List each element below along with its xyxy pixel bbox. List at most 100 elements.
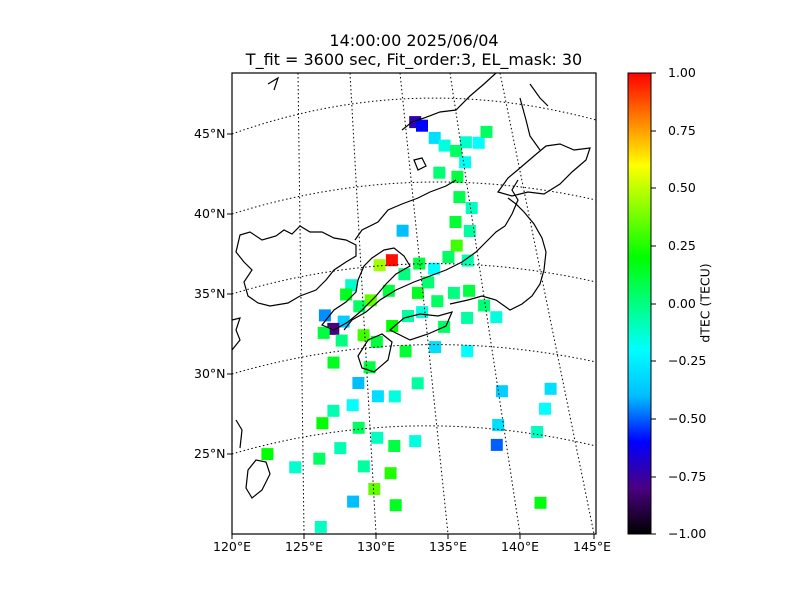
lon-label-140: 140°E <box>500 539 540 554</box>
dtec-point <box>416 119 428 132</box>
dtec-point <box>463 284 476 297</box>
colorbar-tick-label: −0.50 <box>668 411 707 426</box>
lat-label-35: 35°N <box>194 286 226 301</box>
lat-label-45: 45°N <box>194 126 226 141</box>
dtec-point <box>382 284 395 297</box>
dtec-point <box>438 139 451 152</box>
dtec-point <box>385 254 398 267</box>
dtec-point <box>544 382 557 395</box>
dtec-point <box>327 356 340 369</box>
graticule <box>232 73 596 534</box>
dtec-point <box>490 311 503 324</box>
dtec-point <box>313 452 326 465</box>
dtec-point <box>371 431 384 444</box>
map-title-time: 14:00:00 2025/06/04 <box>329 31 499 50</box>
colorbar-tick-label: −0.25 <box>668 353 707 368</box>
dtec-point <box>337 315 350 328</box>
dtec-point <box>388 390 401 403</box>
colorbar-tick-label: 0.25 <box>668 238 696 253</box>
colorbar-tick-label: −0.75 <box>668 469 707 484</box>
dtec-point <box>363 361 376 374</box>
dtec-point <box>357 329 370 342</box>
dtec-point <box>352 421 365 434</box>
dtec-point <box>368 483 381 495</box>
lon-label-135: 135°E <box>428 539 468 554</box>
dtec-point <box>531 426 544 438</box>
dtec-point <box>352 377 365 389</box>
lat-label-40: 40°N <box>194 206 226 221</box>
dtec-point <box>539 402 551 415</box>
dtec-point <box>433 166 446 179</box>
dtec-point <box>461 254 474 267</box>
dtec-point <box>335 334 348 347</box>
dtec-point <box>389 499 402 512</box>
dtec-point <box>442 251 455 263</box>
dtec-point <box>465 202 478 214</box>
dtec-point <box>327 322 340 335</box>
colorbar-tick-label: 1.00 <box>668 65 696 80</box>
dtec-point <box>314 520 327 533</box>
dtec-point <box>289 461 302 474</box>
lon-label-130: 130°E <box>356 539 396 554</box>
dtec-point <box>388 440 401 452</box>
dtec-point <box>534 496 547 509</box>
dtec-point <box>364 294 377 307</box>
colorbar-tick-label: 0.50 <box>668 180 696 195</box>
colorbar-tick-label: −1.00 <box>668 526 707 541</box>
dtec-point <box>431 295 444 308</box>
dtec-point <box>463 225 476 237</box>
dtec-point <box>450 239 463 252</box>
dtec-point <box>422 276 435 289</box>
dtec-point <box>461 345 474 358</box>
dtec-point <box>451 170 464 183</box>
dtec-point <box>472 136 485 149</box>
dtec-point <box>384 467 397 480</box>
dtec-point <box>373 259 386 272</box>
dtec-point <box>478 299 491 312</box>
dtec-point <box>428 262 441 275</box>
dtec-point <box>453 191 466 204</box>
dtec-point <box>386 320 399 332</box>
colorbar-tick-label: 0.00 <box>668 296 696 311</box>
dtec-point <box>447 286 460 299</box>
dtec-point <box>411 286 424 299</box>
colorbar <box>627 72 652 535</box>
dtec-point <box>347 495 360 508</box>
dtec-point <box>340 288 353 301</box>
dtec-point <box>357 460 370 473</box>
axis-ticks <box>227 133 595 539</box>
lon-label-125: 125°E <box>284 539 324 554</box>
dtec-point <box>490 438 503 451</box>
dtec-point <box>261 448 274 461</box>
colorbar-ticks <box>651 72 656 535</box>
dtec-point <box>409 435 422 448</box>
dtec-point <box>317 326 330 339</box>
lat-label-30: 30°N <box>194 366 226 381</box>
map-title-params: T_fit = 3600 sec, Fit_order:3, EL_mask: … <box>245 50 583 69</box>
dtec-point <box>402 310 414 322</box>
dtec-point <box>371 390 384 403</box>
dtec-point <box>316 417 329 430</box>
dtec-point <box>428 131 441 144</box>
lon-label-120: 120°E <box>212 539 252 554</box>
dtec-point <box>399 345 412 358</box>
dtec-point <box>370 335 383 348</box>
dtec-point <box>345 279 358 292</box>
dtec-point <box>450 144 463 157</box>
dtec-point <box>334 442 347 455</box>
dtec-point <box>416 306 429 319</box>
map-frame <box>231 72 597 535</box>
dtec-point <box>459 156 472 169</box>
coastline <box>232 73 591 499</box>
dtec-point <box>461 311 474 324</box>
lon-label-145: 145°E <box>572 539 612 554</box>
colorbar-label: dTEC (TECU) <box>697 263 713 343</box>
dtec-point <box>480 125 493 138</box>
dtec-point <box>398 268 411 281</box>
dtec-point <box>327 404 340 417</box>
lat-label-25: 25°N <box>194 446 226 461</box>
dtec-point <box>411 377 424 390</box>
dtec-point <box>459 136 472 149</box>
dtec-point <box>413 257 426 270</box>
